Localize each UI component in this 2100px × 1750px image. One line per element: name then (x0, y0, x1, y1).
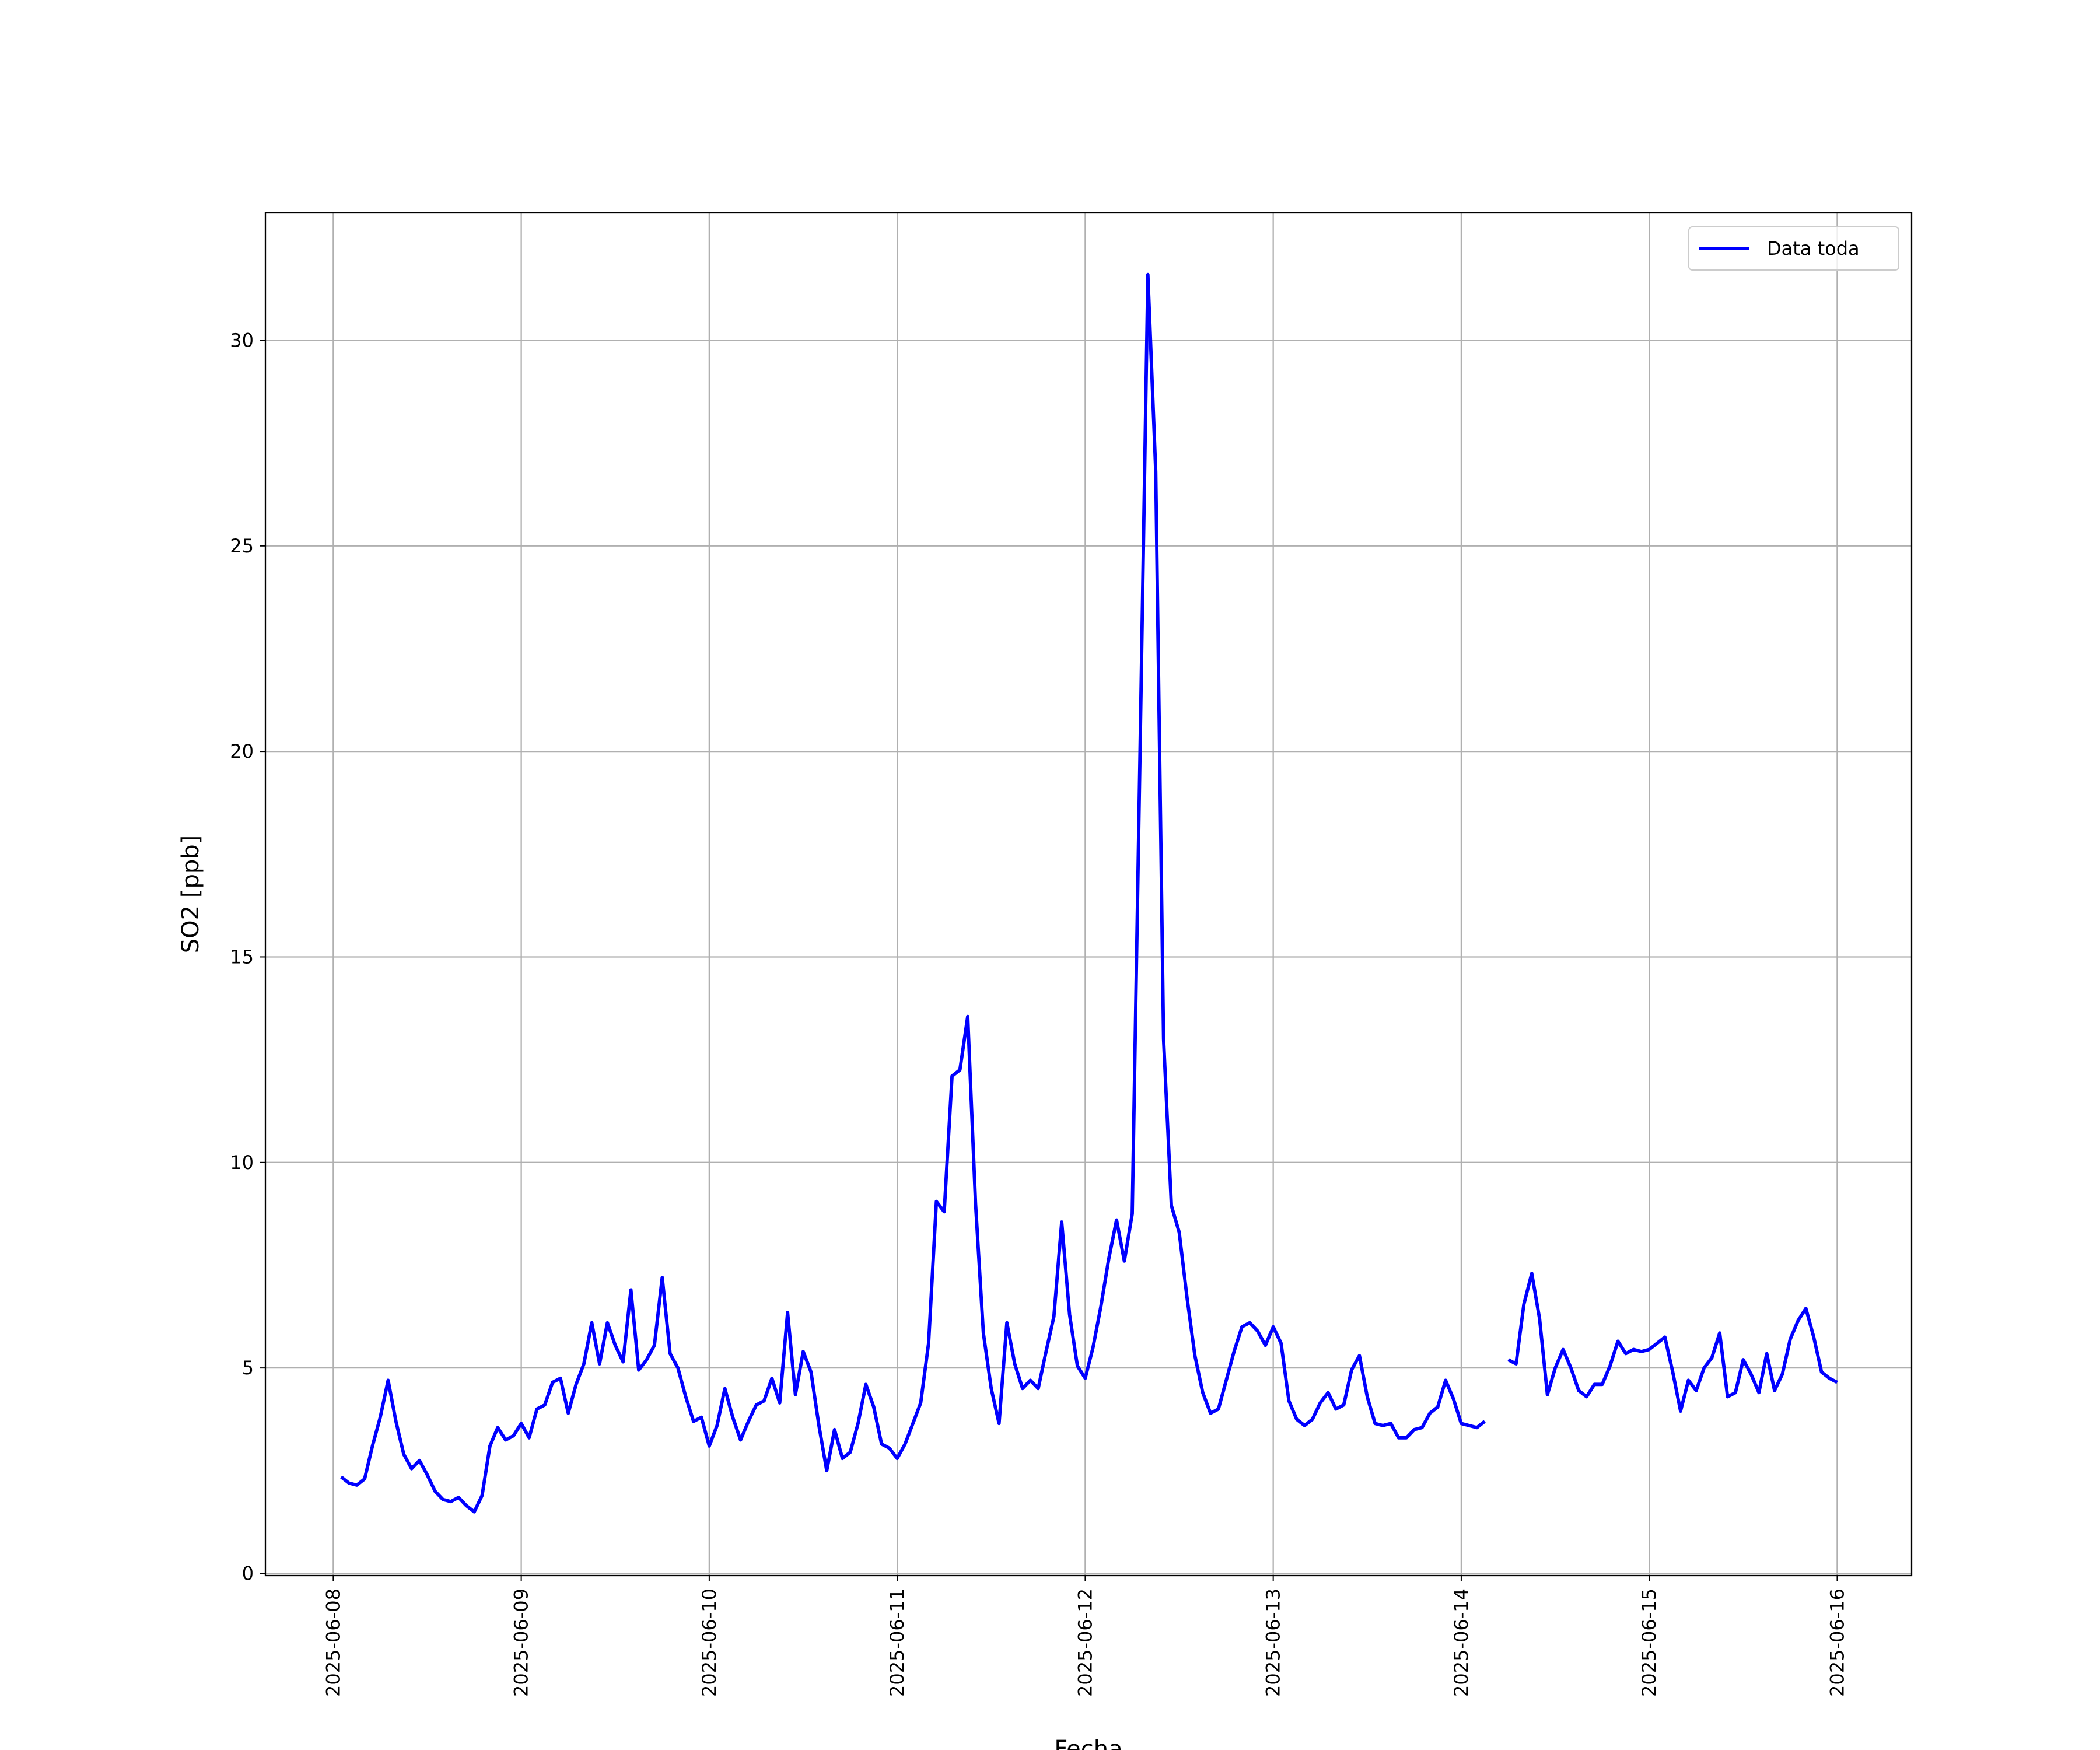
x-tick-label: 2025-06-12 (1074, 1588, 1096, 1697)
x-tick-label: 2025-06-11 (886, 1588, 908, 1697)
y-tick-label: 10 (230, 1152, 254, 1174)
x-tick-label: 2025-06-14 (1450, 1588, 1472, 1697)
x-tick-label: 2025-06-09 (510, 1588, 533, 1697)
x-tick-label: 2025-06-15 (1638, 1588, 1660, 1697)
plot-frame (264, 212, 1913, 1577)
x-tick-label: 2025-06-16 (1826, 1588, 1848, 1697)
x-axis-label: Fecha (1054, 1736, 1122, 1750)
y-tick-label: 0 (242, 1562, 254, 1584)
x-tick-label: 2025-06-13 (1262, 1588, 1284, 1697)
legend-box (1688, 226, 1899, 271)
y-tick-label: 30 (230, 329, 254, 351)
legend: Data toda (1688, 226, 1899, 271)
y-tick-label: 25 (230, 535, 254, 557)
y-tick-label: 20 (230, 740, 254, 762)
data-line (340, 272, 1838, 1514)
y-tick-label: 15 (230, 946, 254, 968)
y-tick-label: 5 (242, 1357, 254, 1379)
x-tick-label: 2025-06-08 (322, 1588, 344, 1697)
x-tick-label: 2025-06-10 (698, 1588, 720, 1697)
legend-label: Data toda (1767, 237, 1860, 260)
y-axis-label: SO2 [ppb] (177, 835, 204, 953)
